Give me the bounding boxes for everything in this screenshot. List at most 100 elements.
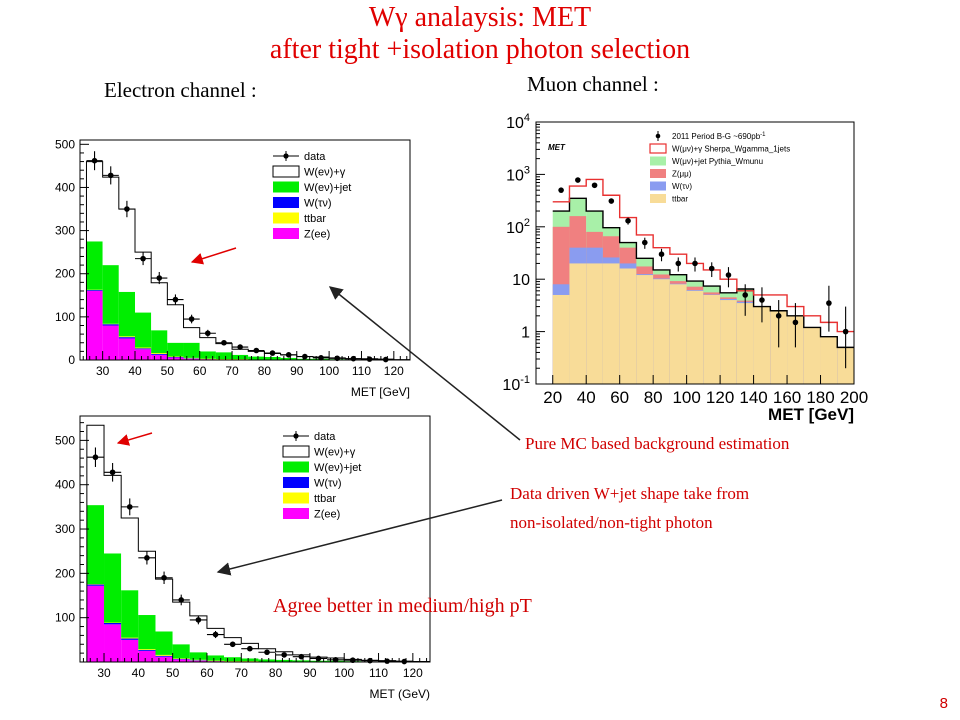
y-tick-label: 0 bbox=[68, 353, 75, 367]
bar-w-e- bbox=[215, 343, 233, 353]
x-tick-label: 70 bbox=[235, 666, 249, 680]
y-tick-label: 102 bbox=[506, 217, 530, 237]
x-tick-label: 120 bbox=[706, 388, 734, 407]
data-point bbox=[92, 454, 99, 461]
y-tick-label: 10-1 bbox=[502, 374, 530, 394]
bar-ttbar bbox=[121, 637, 139, 639]
legend-label: Z(ee) bbox=[304, 229, 330, 241]
x-axis-title: MET [GeV] bbox=[768, 405, 854, 424]
data-point bbox=[692, 260, 698, 267]
x-tick-label: 30 bbox=[97, 666, 111, 680]
bar-w- bbox=[135, 348, 152, 350]
x-tick-label: 90 bbox=[290, 364, 304, 378]
y-tick-label: 100 bbox=[55, 611, 75, 625]
data-point bbox=[126, 504, 133, 510]
bar-w- bbox=[138, 650, 156, 651]
y-tick-label: 103 bbox=[506, 164, 530, 184]
y-tick-label: 10 bbox=[512, 272, 530, 289]
data-point bbox=[269, 350, 276, 356]
data-point bbox=[608, 198, 615, 204]
x-tick-label: 180 bbox=[806, 388, 834, 407]
x-axis-title: MET [GeV] bbox=[351, 385, 410, 399]
bar-w- bbox=[86, 290, 103, 291]
bar-ttbar bbox=[669, 284, 687, 384]
data-point bbox=[212, 631, 219, 638]
x-tick-label: 100 bbox=[672, 388, 700, 407]
bar-ttbar bbox=[703, 294, 721, 384]
bar-w-e-jet bbox=[232, 354, 249, 360]
bar-ttbar bbox=[155, 654, 173, 656]
data-point bbox=[264, 649, 270, 656]
data-point bbox=[759, 297, 765, 303]
data-point bbox=[140, 255, 146, 262]
legend-swatch bbox=[283, 477, 309, 488]
x-tick-label: 80 bbox=[269, 666, 283, 680]
data-point bbox=[237, 344, 243, 350]
bar-w-e- bbox=[121, 517, 139, 591]
legend-label: W(μν)+γ Sherpa_Wgamma_1jets bbox=[672, 145, 790, 154]
legend-label: W(τν) bbox=[672, 182, 692, 191]
x-tick-label: 20 bbox=[543, 388, 562, 407]
bar-w-e- bbox=[183, 327, 200, 343]
bar-w-e-jet bbox=[241, 658, 259, 662]
bar-ttbar bbox=[720, 300, 737, 384]
x-tick-label: 120 bbox=[403, 666, 423, 680]
data-point bbox=[742, 292, 749, 298]
data-point bbox=[107, 172, 114, 179]
data-point bbox=[172, 296, 179, 303]
bar-w-e- bbox=[118, 209, 135, 292]
legend-data-marker bbox=[655, 133, 661, 139]
legend-data-marker bbox=[293, 433, 299, 439]
bar-w-e- bbox=[172, 602, 190, 645]
x-tick-label: 50 bbox=[161, 364, 175, 378]
x-tick-label: 200 bbox=[840, 388, 868, 407]
bar-ttbar bbox=[552, 294, 570, 384]
electron-met-chart-top: 30 40 50 60 70 80 90 100 110 120 0 100 200 300 400 500 M… bbox=[55, 137, 411, 399]
legend-label: W(τν) bbox=[304, 198, 332, 210]
bar-z-ee- bbox=[135, 349, 152, 360]
bar-w-e-jet bbox=[135, 312, 152, 348]
data-point bbox=[91, 157, 98, 164]
bar-ttbar bbox=[787, 315, 804, 384]
x-tick-label: 100 bbox=[319, 364, 339, 378]
bar-w-e-jet bbox=[199, 351, 216, 359]
y-tick-label: 500 bbox=[55, 433, 75, 447]
data-point bbox=[575, 177, 581, 183]
bar-w-e- bbox=[167, 304, 184, 343]
bar-z-ee- bbox=[167, 357, 184, 360]
bar-w-e- bbox=[189, 615, 207, 653]
bar-w-e-jet bbox=[118, 291, 135, 337]
legend-swatch bbox=[283, 461, 309, 473]
bar-w-e- bbox=[232, 349, 249, 355]
bar-w-e- bbox=[224, 637, 242, 658]
data-point bbox=[188, 316, 195, 322]
bar-w-e-jet bbox=[172, 644, 190, 659]
bar-z-ee- bbox=[86, 585, 105, 662]
y-tick-label: 200 bbox=[55, 267, 75, 281]
legend-swatch bbox=[649, 143, 667, 154]
data-point bbox=[842, 328, 849, 335]
legend-label: Z(ee) bbox=[314, 509, 340, 521]
bar-ttbar bbox=[135, 347, 152, 349]
bar-w-e- bbox=[102, 177, 119, 266]
data-point bbox=[178, 597, 185, 603]
bar-w-e- bbox=[138, 551, 156, 616]
bar-w-e-jet bbox=[183, 342, 200, 358]
x-tick-label: 120 bbox=[384, 364, 404, 378]
bar-ttbar bbox=[820, 336, 838, 384]
y-tick-label: 300 bbox=[55, 224, 75, 238]
bar-w-e-jet bbox=[258, 659, 276, 662]
legend-data-marker bbox=[283, 153, 289, 159]
data-point bbox=[281, 652, 287, 658]
bar-w-e- bbox=[206, 628, 225, 656]
data-point bbox=[591, 182, 598, 189]
bar-w- bbox=[118, 337, 135, 339]
red-arrow-top-plot bbox=[190, 247, 237, 265]
bar-w-e- bbox=[151, 282, 168, 331]
legend-label: W(τν) bbox=[314, 478, 342, 490]
bar-ttbar bbox=[753, 306, 771, 384]
x-tick-label: 80 bbox=[644, 388, 663, 407]
bar-w- bbox=[86, 584, 105, 586]
y-tick-label: 1 bbox=[521, 325, 530, 342]
page-number: 8 bbox=[939, 695, 948, 712]
